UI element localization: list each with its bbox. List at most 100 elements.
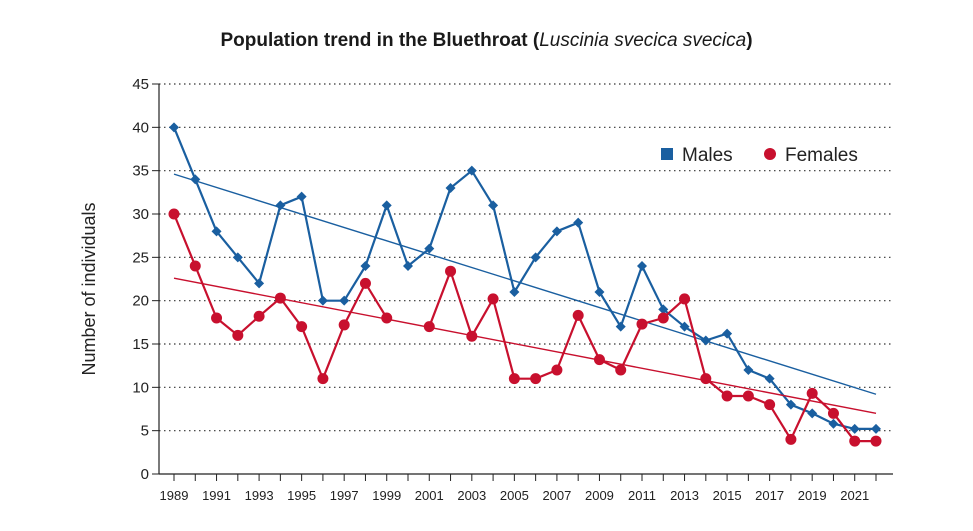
males-point (679, 321, 690, 332)
y-tick-label: 25 (132, 249, 149, 266)
males-point (509, 287, 520, 297)
y-axis-label: Number of individuals (79, 202, 99, 375)
males-trend-line (173, 173, 877, 395)
females-point (593, 354, 605, 366)
females-point (679, 293, 691, 305)
females-point (253, 310, 265, 322)
x-tick-label: 2017 (755, 488, 784, 503)
x-tick-label: 2013 (670, 488, 699, 503)
x-tick-label: 2011 (628, 488, 656, 503)
females-point (445, 265, 457, 277)
x-tick-label: 2015 (713, 488, 742, 503)
females-point (381, 312, 393, 324)
females-point (274, 292, 286, 304)
males-point (573, 217, 584, 228)
females-point (296, 321, 308, 333)
males-point (828, 418, 839, 429)
males-point (424, 243, 435, 254)
females-point (232, 329, 244, 341)
females-point (870, 435, 882, 447)
y-tick-label: 0 (141, 466, 149, 483)
x-tick-label: 2009 (585, 488, 614, 503)
x-tick-label: 2001 (415, 488, 444, 503)
males-point (722, 328, 733, 339)
females-point (636, 318, 648, 330)
y-tick-label: 35 (132, 163, 149, 180)
legend-males-label: Males (682, 145, 733, 166)
females-point (487, 293, 499, 305)
males-point (488, 200, 499, 211)
males-point (743, 365, 754, 375)
x-tick-label: 1997 (330, 488, 359, 503)
males-point (169, 122, 179, 133)
females-point (317, 373, 329, 385)
males-point (551, 226, 562, 237)
males-point (211, 226, 222, 237)
males-point (317, 295, 328, 306)
females-point (359, 277, 371, 289)
y-tick-label: 15 (132, 336, 149, 353)
males-series-line (172, 126, 876, 430)
y-tick-label: 40 (132, 119, 149, 136)
males-point (530, 252, 541, 263)
males-point (339, 295, 350, 306)
females-point (615, 364, 627, 376)
chart-title-main: Population trend in the Bluethroat ( (220, 30, 540, 51)
females-point (168, 208, 180, 220)
males-point (190, 174, 201, 185)
females-point (700, 373, 712, 385)
males-point (232, 252, 243, 263)
females-point (551, 364, 563, 376)
females-point (785, 433, 797, 445)
males-point (445, 183, 456, 193)
females-point (423, 321, 435, 333)
legend-females-label: Females (785, 145, 858, 166)
females-point (530, 373, 542, 385)
females-point (572, 309, 584, 321)
males-point (275, 200, 286, 211)
x-tick-label: 1995 (287, 488, 316, 503)
x-tick-label: 2021 (840, 488, 869, 503)
females-point (806, 387, 818, 399)
x-tick-label: 1993 (245, 488, 274, 503)
males-point (871, 423, 881, 434)
females-point (849, 435, 861, 447)
males-point (658, 304, 669, 315)
females-point (466, 330, 478, 342)
x-tick-label: 2003 (457, 488, 486, 503)
females-trend-line (173, 277, 877, 415)
males-point (764, 373, 775, 384)
females-point (508, 373, 520, 385)
males-point (466, 165, 477, 176)
x-tick-label: 2007 (542, 488, 571, 503)
females-point (338, 319, 350, 331)
y-tick-label: 5 (141, 423, 149, 440)
legend-males-swatch (661, 148, 673, 160)
females-point (827, 407, 839, 419)
y-tick-label: 20 (132, 293, 149, 310)
x-tick-label: 2019 (798, 488, 827, 503)
males-point (296, 191, 307, 202)
y-tick-label: 10 (132, 379, 149, 396)
chart-title: Population trend in the Bluethroat (Lusc… (0, 30, 973, 52)
x-tick-label: 2005 (500, 488, 529, 503)
x-tick-label: 1999 (372, 488, 401, 503)
males-point (594, 287, 605, 297)
males-point (360, 261, 371, 271)
legend-females-swatch (764, 148, 776, 160)
males-point (403, 261, 413, 271)
males-point (849, 423, 860, 434)
chart-title-end: ) (746, 30, 753, 51)
females-point (764, 399, 776, 411)
males-point (381, 200, 392, 211)
males-point (700, 335, 711, 346)
males-point (637, 261, 647, 271)
x-tick-label: 1989 (160, 488, 189, 503)
females-point (742, 390, 754, 402)
chart-title-species: Luscinia svecica svecica (539, 30, 747, 51)
females-point (721, 390, 733, 402)
males-point (785, 399, 796, 410)
females-point (189, 260, 201, 272)
